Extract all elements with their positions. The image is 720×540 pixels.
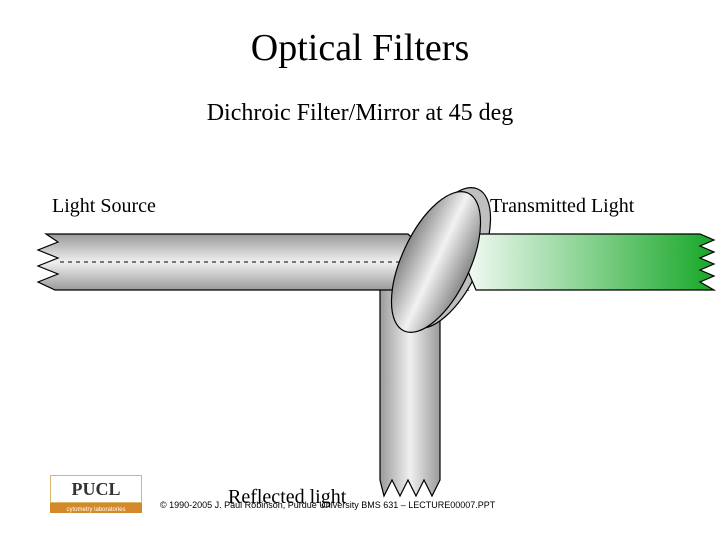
svg-text:cytometry laboratories: cytometry laboratories (66, 507, 125, 513)
svg-text:PUCL: PUCL (72, 479, 121, 499)
footer-text: © 1990-2005 J. Paul Robinson, Purdue Uni… (160, 500, 495, 510)
pucl-logo: PUCL cytometry laboratories (50, 475, 142, 515)
transmitted-beam (452, 234, 714, 290)
optical-diagram (0, 0, 720, 540)
